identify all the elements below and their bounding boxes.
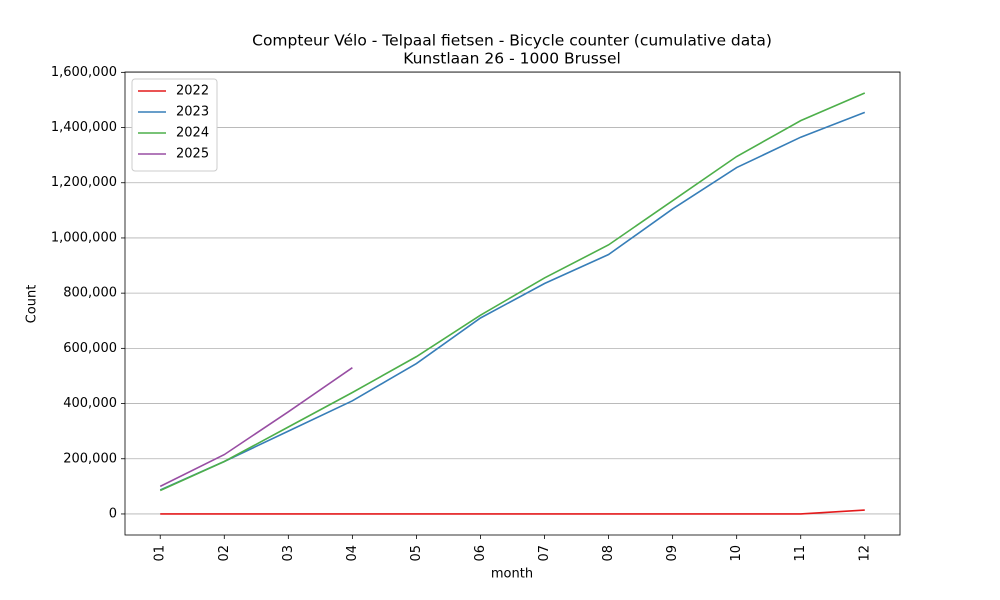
legend-label: 2022: [176, 84, 209, 99]
x-tick-label: 03: [281, 545, 296, 562]
series-line: [159, 111, 866, 491]
y-tick-label: 1,000,000: [51, 230, 117, 245]
x-tick-label: 04: [345, 545, 360, 562]
x-axis-label: month: [491, 567, 533, 582]
chart-title: Compteur Vélo - Telpaal fietsen - Bicycl…: [252, 32, 772, 50]
x-tick-label: 12: [857, 545, 872, 562]
x-tick-label: 10: [729, 545, 744, 562]
series-line: [159, 367, 353, 488]
series-line: [159, 92, 866, 492]
legend-box: [131, 78, 218, 172]
y-tick-label: 400,000: [63, 396, 117, 411]
y-tick-label: 1,200,000: [51, 175, 117, 190]
x-tick-label: 06: [473, 545, 488, 562]
legend: 2022 2023 2024 2025: [131, 78, 218, 172]
y-axis-label: Count: [25, 285, 40, 324]
y-tick-label: 1,600,000: [51, 65, 117, 80]
legend-label: 2023: [176, 105, 209, 120]
y-tick-label: 600,000: [63, 341, 117, 356]
legend-label: 2025: [176, 147, 209, 162]
x-tick-label: 08: [601, 545, 616, 562]
x-tick-label: 11: [793, 545, 808, 562]
series-line: [160, 509, 865, 515]
x-tick-label: 01: [153, 545, 168, 562]
chart-subtitle: Kunstlaan 26 - 1000 Brussel: [403, 50, 621, 68]
x-tick-label: 05: [409, 545, 424, 562]
x-tick-label: 07: [537, 545, 552, 562]
y-tick-label: 800,000: [63, 286, 117, 301]
y-tick-label: 1,400,000: [51, 120, 117, 135]
plot-frame: [124, 71, 901, 536]
y-tick-label: 0: [109, 506, 117, 521]
x-tick-label: 09: [665, 545, 680, 562]
legend-label: 2024: [176, 126, 209, 141]
y-tick-label: 200,000: [63, 451, 117, 466]
x-tick-label: 02: [217, 545, 232, 562]
